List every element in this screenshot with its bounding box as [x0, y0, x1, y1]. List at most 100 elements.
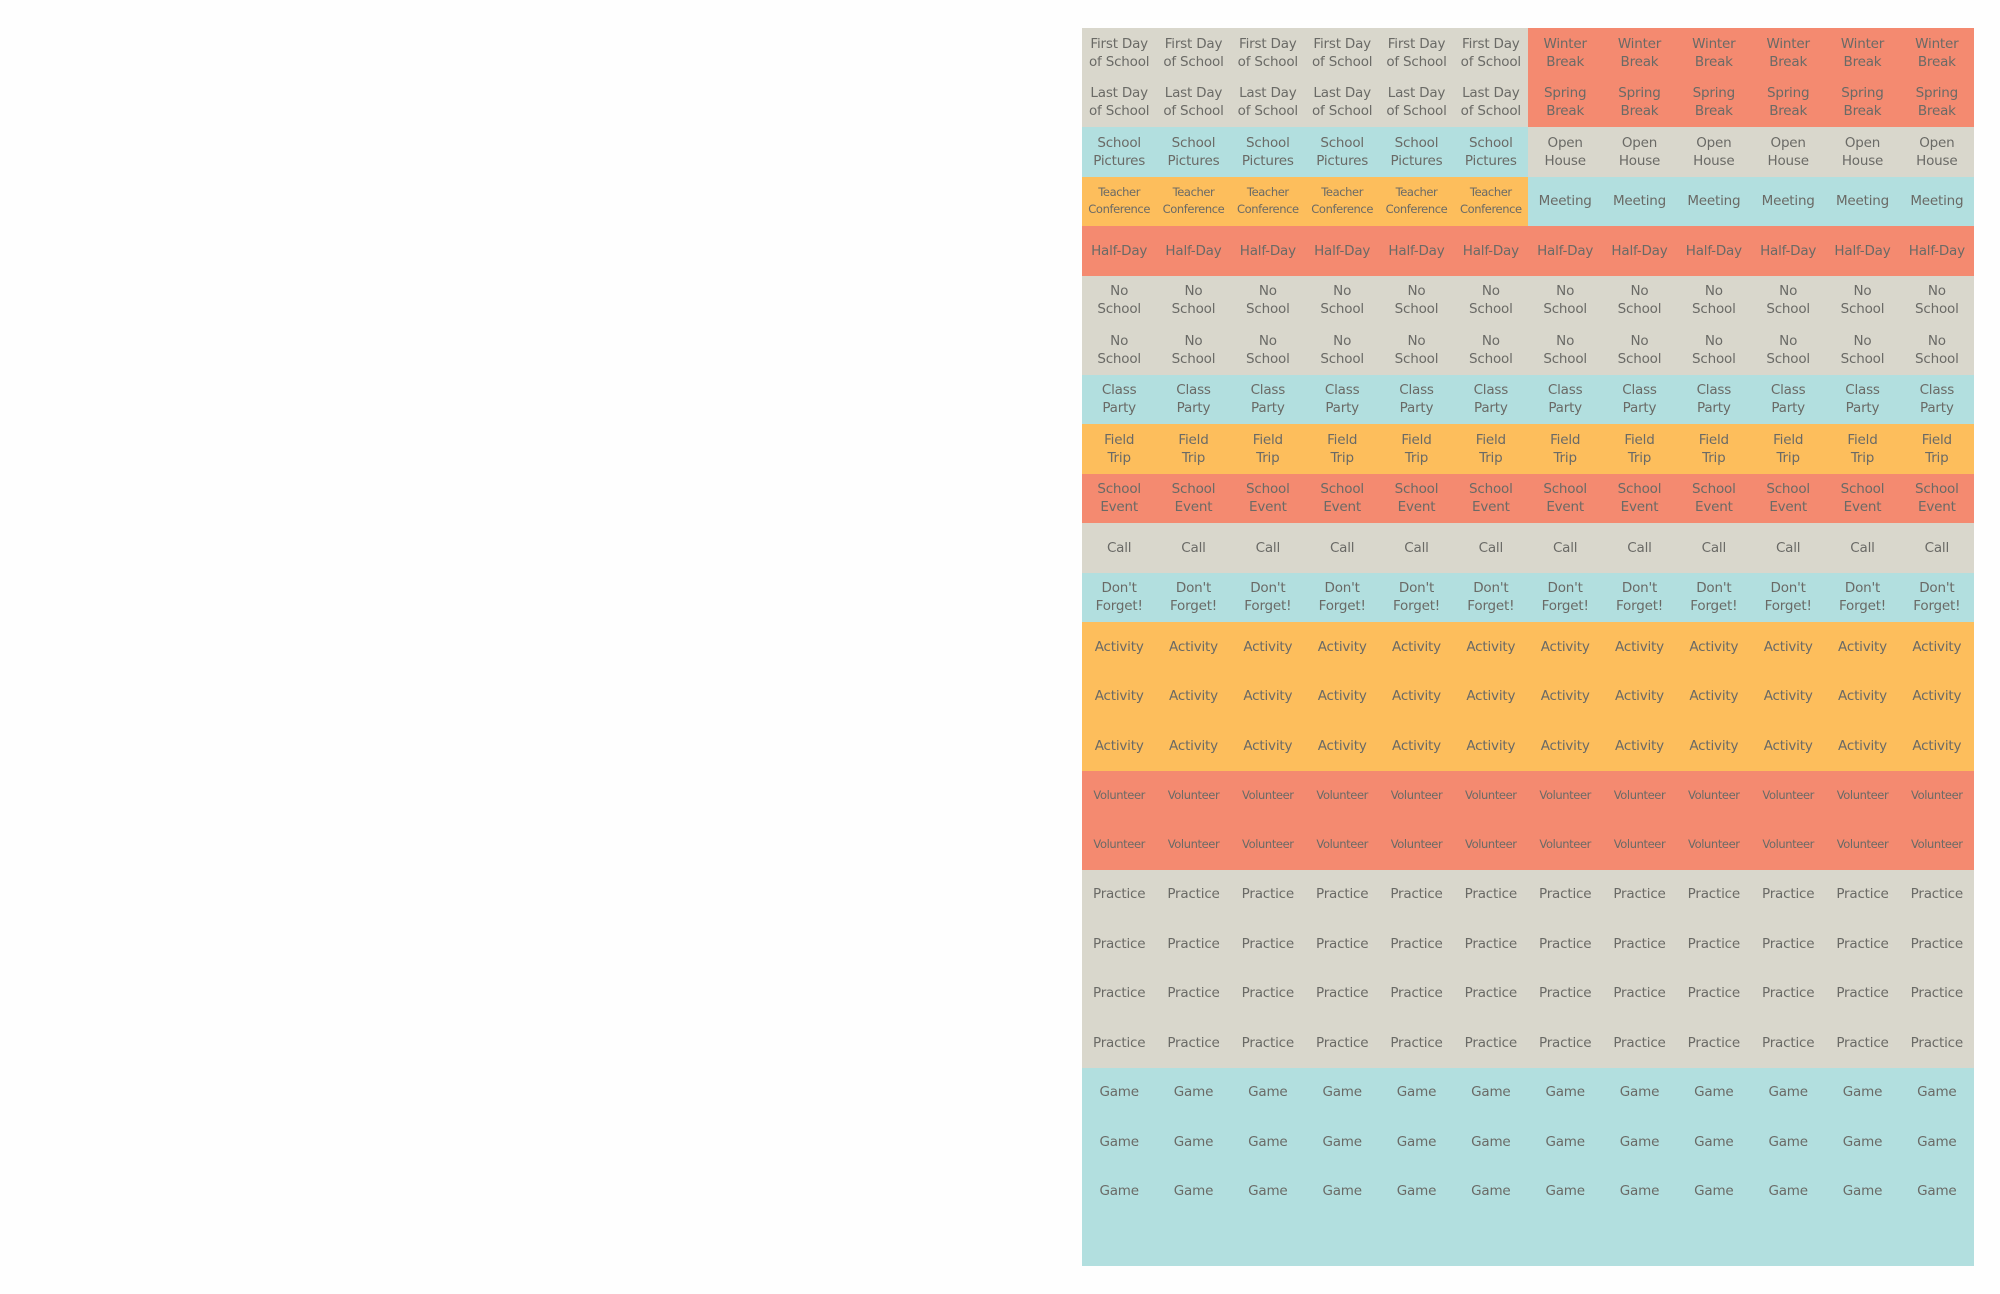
sticker-activity[interactable]: Activity: [1230, 671, 1305, 721]
sticker-field-trip[interactable]: Field Trip: [1676, 424, 1751, 474]
sticker-activity[interactable]: Activity: [1751, 671, 1826, 721]
sticker-class-party[interactable]: Class Party: [1230, 374, 1305, 424]
sticker-practice[interactable]: Practice: [1899, 1018, 1974, 1068]
sticker-activity[interactable]: Activity: [1230, 721, 1305, 771]
sticker-volunteer[interactable]: Volunteer: [1156, 770, 1231, 820]
sticker-no-school[interactable]: No School: [1379, 325, 1454, 375]
sticker-call[interactable]: Call: [1230, 523, 1305, 573]
sticker-game[interactable]: Game: [1082, 1166, 1157, 1216]
sticker-no-school[interactable]: No School: [1453, 325, 1528, 375]
sticker-activity[interactable]: Activity: [1379, 671, 1454, 721]
sticker-blank[interactable]: [1230, 1216, 1305, 1266]
sticker-meeting[interactable]: Meeting: [1676, 176, 1751, 226]
sticker-game[interactable]: Game: [1305, 1117, 1380, 1167]
sticker-game[interactable]: Game: [1453, 1166, 1528, 1216]
sticker-practice[interactable]: Practice: [1528, 968, 1603, 1018]
sticker-field-trip[interactable]: Field Trip: [1602, 424, 1677, 474]
sticker-practice[interactable]: Practice: [1825, 869, 1900, 919]
sticker-last-day-of-school[interactable]: Last Day of School: [1082, 77, 1157, 127]
sticker-half-day[interactable]: Half-Day: [1082, 226, 1157, 276]
sticker-activity[interactable]: Activity: [1379, 721, 1454, 771]
sticker-activity[interactable]: Activity: [1379, 622, 1454, 672]
sticker-activity[interactable]: Activity: [1899, 721, 1974, 771]
sticker-blank[interactable]: [1676, 1216, 1751, 1266]
sticker-school-pictures[interactable]: School Pictures: [1082, 127, 1157, 177]
sticker-first-day-of-school[interactable]: First Day of School: [1453, 28, 1528, 78]
sticker-no-school[interactable]: No School: [1379, 275, 1454, 325]
sticker-don-t-forget[interactable]: Don't Forget!: [1156, 572, 1231, 622]
sticker-winter-break[interactable]: Winter Break: [1825, 28, 1900, 78]
sticker-call[interactable]: Call: [1379, 523, 1454, 573]
sticker-volunteer[interactable]: Volunteer: [1305, 770, 1380, 820]
sticker-practice[interactable]: Practice: [1602, 968, 1677, 1018]
sticker-game[interactable]: Game: [1453, 1067, 1528, 1117]
sticker-don-t-forget[interactable]: Don't Forget!: [1305, 572, 1380, 622]
sticker-school-event[interactable]: School Event: [1602, 473, 1677, 523]
sticker-spring-break[interactable]: Spring Break: [1899, 77, 1974, 127]
sticker-practice[interactable]: Practice: [1751, 869, 1826, 919]
sticker-no-school[interactable]: No School: [1230, 275, 1305, 325]
sticker-activity[interactable]: Activity: [1453, 671, 1528, 721]
sticker-game[interactable]: Game: [1230, 1166, 1305, 1216]
sticker-school-event[interactable]: School Event: [1528, 473, 1603, 523]
sticker-activity[interactable]: Activity: [1751, 721, 1826, 771]
sticker-volunteer[interactable]: Volunteer: [1230, 770, 1305, 820]
sticker-teacher-conference[interactable]: Teacher Conference: [1379, 176, 1454, 226]
sticker-practice[interactable]: Practice: [1602, 869, 1677, 919]
sticker-activity[interactable]: Activity: [1825, 671, 1900, 721]
sticker-activity[interactable]: Activity: [1676, 721, 1751, 771]
sticker-don-t-forget[interactable]: Don't Forget!: [1230, 572, 1305, 622]
sticker-teacher-conference[interactable]: Teacher Conference: [1230, 176, 1305, 226]
sticker-blank[interactable]: [1751, 1216, 1826, 1266]
sticker-class-party[interactable]: Class Party: [1453, 374, 1528, 424]
sticker-no-school[interactable]: No School: [1156, 275, 1231, 325]
sticker-volunteer[interactable]: Volunteer: [1676, 820, 1751, 870]
sticker-don-t-forget[interactable]: Don't Forget!: [1602, 572, 1677, 622]
sticker-field-trip[interactable]: Field Trip: [1156, 424, 1231, 474]
sticker-field-trip[interactable]: Field Trip: [1825, 424, 1900, 474]
sticker-field-trip[interactable]: Field Trip: [1453, 424, 1528, 474]
sticker-meeting[interactable]: Meeting: [1825, 176, 1900, 226]
sticker-meeting[interactable]: Meeting: [1751, 176, 1826, 226]
sticker-game[interactable]: Game: [1528, 1067, 1603, 1117]
sticker-school-event[interactable]: School Event: [1156, 473, 1231, 523]
sticker-practice[interactable]: Practice: [1156, 968, 1231, 1018]
sticker-practice[interactable]: Practice: [1825, 968, 1900, 1018]
sticker-don-t-forget[interactable]: Don't Forget!: [1676, 572, 1751, 622]
sticker-practice[interactable]: Practice: [1379, 1018, 1454, 1068]
sticker-call[interactable]: Call: [1528, 523, 1603, 573]
sticker-practice[interactable]: Practice: [1751, 919, 1826, 969]
sticker-school-event[interactable]: School Event: [1453, 473, 1528, 523]
sticker-no-school[interactable]: No School: [1156, 325, 1231, 375]
sticker-half-day[interactable]: Half-Day: [1305, 226, 1380, 276]
sticker-class-party[interactable]: Class Party: [1602, 374, 1677, 424]
sticker-practice[interactable]: Practice: [1305, 1018, 1380, 1068]
sticker-activity[interactable]: Activity: [1528, 622, 1603, 672]
sticker-volunteer[interactable]: Volunteer: [1379, 820, 1454, 870]
sticker-game[interactable]: Game: [1825, 1067, 1900, 1117]
sticker-no-school[interactable]: No School: [1230, 325, 1305, 375]
sticker-activity[interactable]: Activity: [1156, 671, 1231, 721]
sticker-no-school[interactable]: No School: [1305, 325, 1380, 375]
sticker-half-day[interactable]: Half-Day: [1899, 226, 1974, 276]
sticker-winter-break[interactable]: Winter Break: [1899, 28, 1974, 78]
sticker-blank[interactable]: [1305, 1216, 1380, 1266]
sticker-activity[interactable]: Activity: [1825, 721, 1900, 771]
sticker-practice[interactable]: Practice: [1230, 919, 1305, 969]
sticker-last-day-of-school[interactable]: Last Day of School: [1156, 77, 1231, 127]
sticker-practice[interactable]: Practice: [1676, 919, 1751, 969]
sticker-game[interactable]: Game: [1676, 1067, 1751, 1117]
sticker-volunteer[interactable]: Volunteer: [1379, 770, 1454, 820]
sticker-volunteer[interactable]: Volunteer: [1528, 820, 1603, 870]
sticker-winter-break[interactable]: Winter Break: [1676, 28, 1751, 78]
sticker-activity[interactable]: Activity: [1082, 671, 1157, 721]
sticker-practice[interactable]: Practice: [1528, 869, 1603, 919]
sticker-practice[interactable]: Practice: [1230, 869, 1305, 919]
sticker-activity[interactable]: Activity: [1453, 721, 1528, 771]
sticker-game[interactable]: Game: [1453, 1117, 1528, 1167]
sticker-volunteer[interactable]: Volunteer: [1899, 770, 1974, 820]
sticker-half-day[interactable]: Half-Day: [1156, 226, 1231, 276]
sticker-practice[interactable]: Practice: [1082, 919, 1157, 969]
sticker-practice[interactable]: Practice: [1305, 968, 1380, 1018]
sticker-call[interactable]: Call: [1305, 523, 1380, 573]
